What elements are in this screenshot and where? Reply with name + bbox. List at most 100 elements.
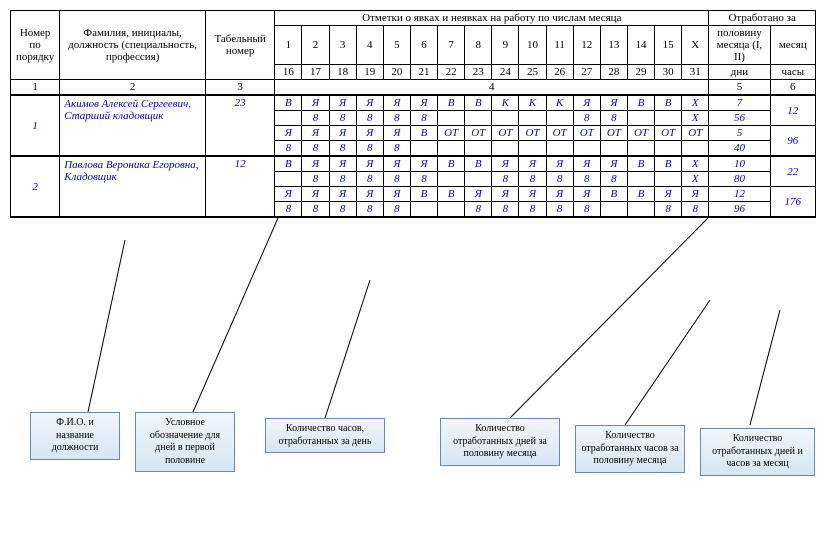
employee-tab-number: 23 [205,95,274,156]
day-cell: К [492,95,519,111]
numrow-1: 1 [11,80,60,96]
day-cell: Х [682,95,709,111]
day-cell: Я [302,156,329,172]
day-cell [275,172,302,187]
day-cell: В [410,126,437,141]
day-cell [275,111,302,126]
callout-mark-code: Условное обозначение для дней в первой п… [135,412,235,472]
day-cell: 8 [329,111,356,126]
day-cell [410,202,437,218]
col-header-marks: Отметки о явках и неявках на работу по ч… [275,11,709,26]
day-cell: 8 [329,202,356,218]
day-cell: ОТ [438,126,465,141]
day-cell: Я [492,187,519,202]
day-cell: 8 [655,202,682,218]
month-total-cell: 176 [770,187,815,218]
day-cell: 8 [519,172,546,187]
day-30: 30 [655,65,682,80]
day-cell: В [438,187,465,202]
day-cell: Я [383,187,410,202]
day-10: 10 [519,26,546,65]
day-cell: 8 [410,172,437,187]
day-cell: Я [383,126,410,141]
day-cell [627,111,654,126]
day-11: 11 [546,26,573,65]
day-14: 14 [627,26,654,65]
day-26: 26 [546,65,573,80]
day-cell: 8 [275,202,302,218]
day-cell: 8 [383,141,410,157]
day-23: 23 [465,65,492,80]
day-8: 8 [465,26,492,65]
day-cell: В [465,156,492,172]
day-cell [438,172,465,187]
day-cell [438,111,465,126]
day-9: 9 [492,26,519,65]
day-cell: Я [356,95,383,111]
day-25: 25 [519,65,546,80]
half-month-cell: 10 [709,156,770,172]
day-cell [573,141,600,157]
numrow-6: 6 [770,80,815,96]
day-cell: ОТ [573,126,600,141]
day-28: 28 [600,65,627,80]
callouts-layer: Ф.И.О. и название должности Условное обо… [10,410,816,540]
day-cell: 8 [383,111,410,126]
day-cell: Я [329,95,356,111]
day-cell [438,141,465,157]
half-month-cell: 7 [709,95,770,111]
day-cell: Я [546,156,573,172]
day-cell: Я [546,187,573,202]
col-half-month: половину месяца (I, II) [709,26,770,65]
timesheet-table: Номер по порядку Фамилия, инициалы, долж… [10,10,816,218]
day-cell: К [546,95,573,111]
day-cell: 8 [329,172,356,187]
day-x: X [682,26,709,65]
day-cell: К [519,95,546,111]
day-cell: В [410,187,437,202]
day-cell: Я [410,156,437,172]
day-cell [627,172,654,187]
month-total-cell: 96 [770,126,815,157]
day-cell: В [275,156,302,172]
day-cell: 8 [356,141,383,157]
callout-hours-day: Количество часов, отработанных за день [265,418,385,453]
half-month-cell: 56 [709,111,770,126]
day-cell [546,111,573,126]
day-cell [655,111,682,126]
day-cell: 8 [356,111,383,126]
day-cell [519,111,546,126]
day-cell: 8 [302,141,329,157]
day-cell: В [438,156,465,172]
day-cell: В [627,95,654,111]
day-cell [655,141,682,157]
day-cell: 8 [410,111,437,126]
day-13: 13 [600,26,627,65]
day-cell [600,202,627,218]
day-18: 18 [329,65,356,80]
day-cell: Я [329,187,356,202]
callout-month-total: Количество отработанных дней и часов за … [700,428,815,476]
day-6: 6 [410,26,437,65]
day-21: 21 [410,65,437,80]
day-4: 4 [356,26,383,65]
day-cell: 8 [573,172,600,187]
day-cell: 8 [302,202,329,218]
day-cell: В [600,187,627,202]
day-cell: ОТ [519,126,546,141]
day-cell: ОТ [627,126,654,141]
day-cell: Х [682,111,709,126]
day-cell: Я [302,95,329,111]
day-22: 22 [438,65,465,80]
row-number: 2 [11,156,60,217]
day-cell: ОТ [465,126,492,141]
day-31: 31 [682,65,709,80]
day-cell: 8 [356,172,383,187]
day-cell: 8 [682,202,709,218]
day-cell [492,111,519,126]
day-5: 5 [383,26,410,65]
col-header-tab: Табельный номер [205,11,274,80]
numrow-4: 4 [275,80,709,96]
day-cell: Я [275,187,302,202]
half-month-cell: 12 [709,187,770,202]
